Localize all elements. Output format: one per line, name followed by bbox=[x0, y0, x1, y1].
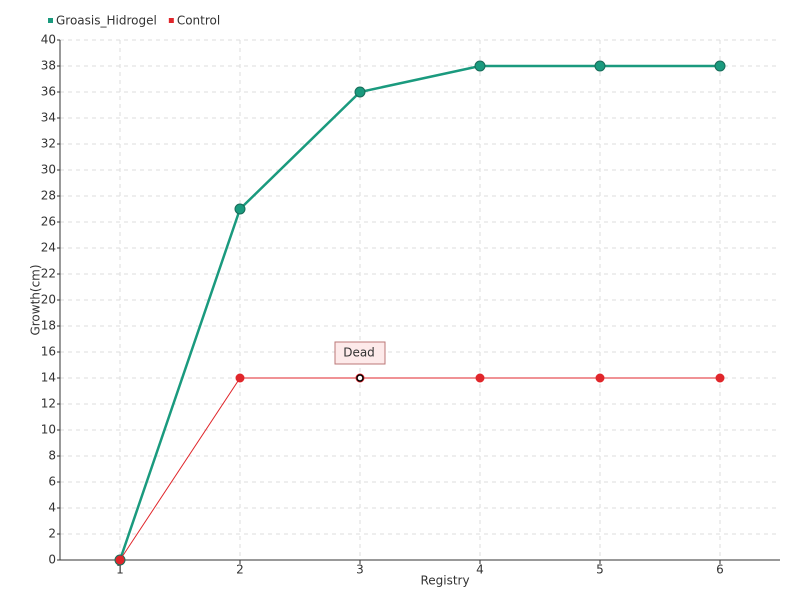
point bbox=[234, 203, 246, 215]
x-tick-label: 2 bbox=[236, 563, 244, 577]
y-tick-label: 2 bbox=[48, 527, 56, 541]
y-tick-label: 20 bbox=[41, 293, 56, 307]
y-tick-label: 0 bbox=[48, 553, 56, 567]
point bbox=[235, 373, 245, 383]
y-tick-label: 12 bbox=[41, 397, 56, 411]
y-tick-label: 24 bbox=[41, 241, 56, 255]
x-tick-label: 4 bbox=[476, 563, 484, 577]
y-axis-label: Growth(cm) bbox=[29, 264, 43, 335]
point bbox=[594, 60, 606, 72]
y-tick-label: 40 bbox=[41, 33, 56, 47]
x-tick-label: 3 bbox=[356, 563, 364, 577]
y-tick-label: 6 bbox=[48, 475, 56, 489]
point bbox=[474, 60, 486, 72]
x-tick-label: 6 bbox=[716, 563, 724, 577]
y-tick-label: 8 bbox=[48, 449, 56, 463]
y-tick-label: 26 bbox=[41, 215, 56, 229]
x-tick-label: 5 bbox=[596, 563, 604, 577]
series-line bbox=[118, 64, 720, 561]
y-tick-label: 14 bbox=[41, 371, 56, 385]
y-tick-label: 4 bbox=[48, 501, 56, 515]
x-tick-label: 1 bbox=[116, 563, 124, 577]
point bbox=[595, 373, 605, 383]
point bbox=[714, 60, 726, 72]
y-tick-label: 28 bbox=[41, 189, 56, 203]
y-tick-label: 22 bbox=[41, 267, 56, 281]
point bbox=[715, 373, 725, 383]
point bbox=[354, 86, 366, 98]
annotation-box bbox=[334, 341, 386, 365]
y-tick-label: 34 bbox=[41, 111, 56, 125]
point bbox=[475, 373, 485, 383]
annotation-text: Dead bbox=[343, 346, 375, 360]
point bbox=[115, 555, 125, 565]
legend-swatch bbox=[168, 18, 174, 23]
legend-swatch bbox=[48, 18, 53, 23]
x-axis-label: Registry bbox=[420, 574, 469, 588]
series-line bbox=[119, 377, 720, 561]
y-tick-label: 38 bbox=[41, 59, 56, 73]
legend-label: Control bbox=[177, 14, 220, 28]
y-tick-label: 10 bbox=[41, 423, 56, 437]
y-tick-label: 16 bbox=[41, 345, 56, 359]
legend-label: Groasis_Hidrogel bbox=[56, 14, 157, 28]
annotation-marker bbox=[356, 374, 364, 382]
y-tick-label: 30 bbox=[41, 163, 56, 177]
y-tick-label: 36 bbox=[41, 85, 56, 99]
y-tick-label: 18 bbox=[41, 319, 56, 333]
y-tick-label: 32 bbox=[41, 137, 56, 151]
